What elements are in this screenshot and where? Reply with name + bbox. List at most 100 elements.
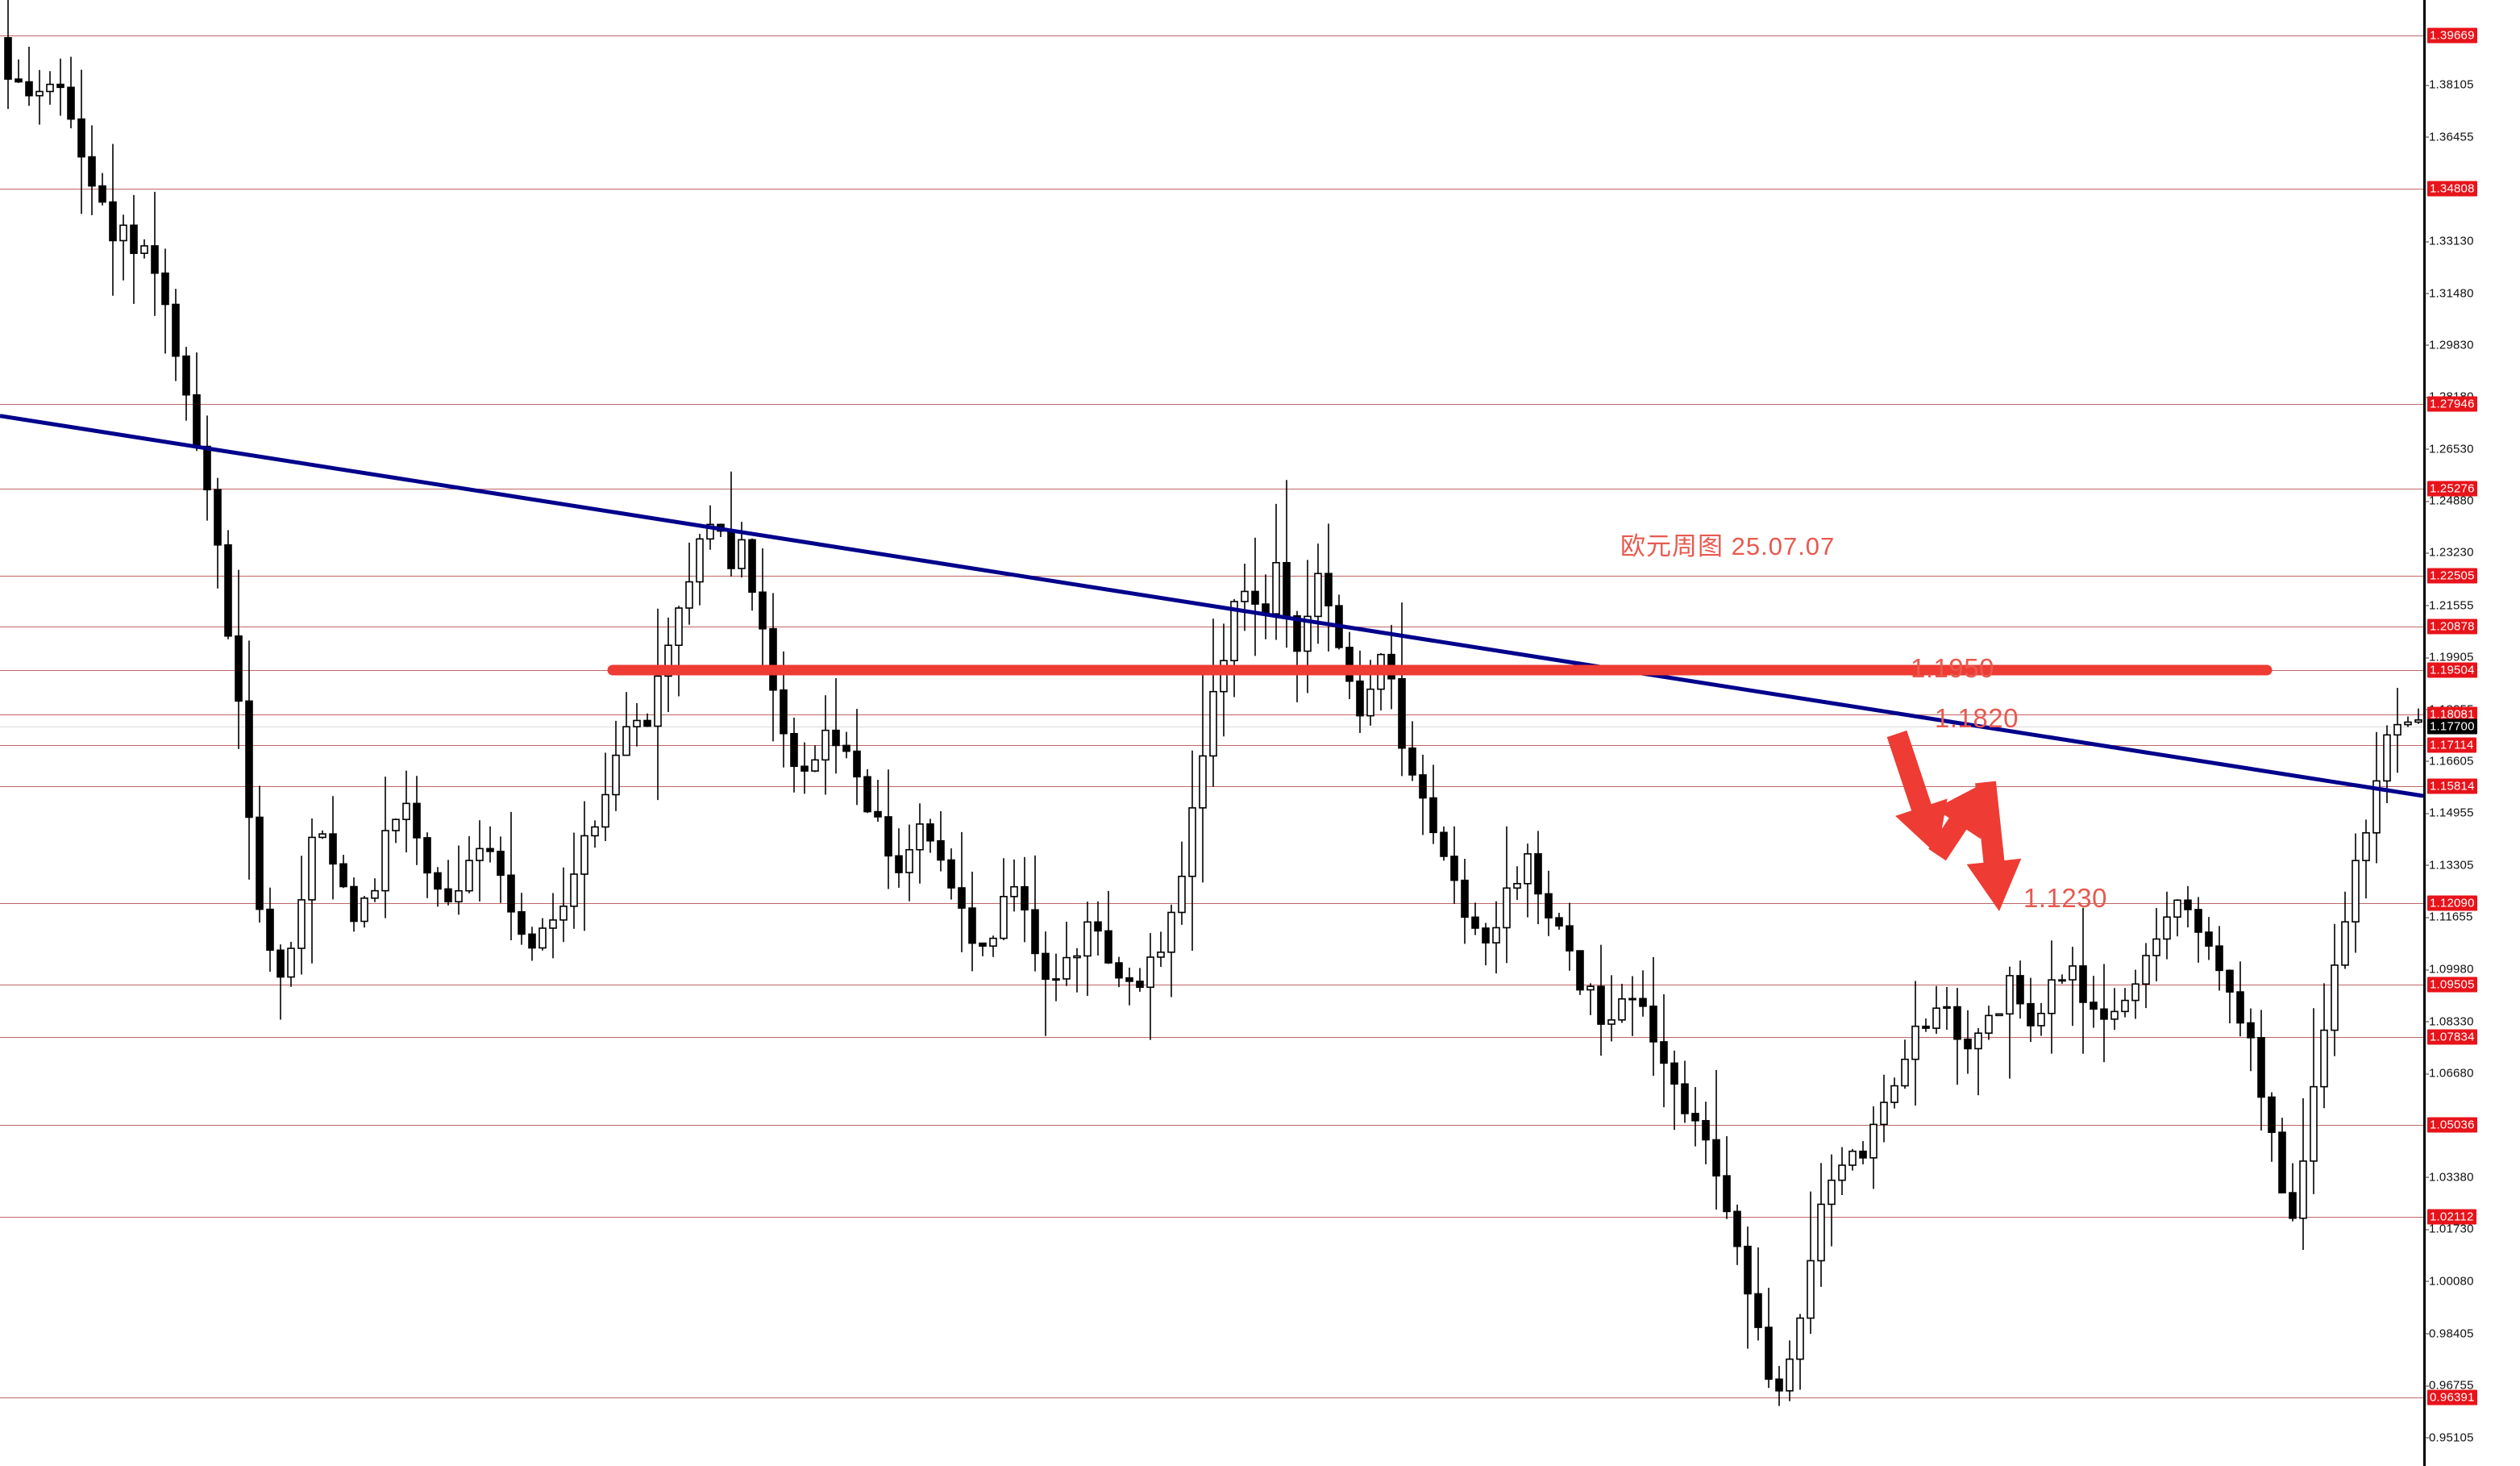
axis-price-label-1.19504[interactable]: 1.19504 xyxy=(2427,662,2477,678)
candle-body-bullish xyxy=(2310,1085,2318,1162)
candle-body-bearish xyxy=(1576,950,1584,991)
axis-price-label-1.12090[interactable]: 1.12090 xyxy=(2427,895,2477,911)
axis-price-label-1.17114[interactable]: 1.17114 xyxy=(2427,737,2476,753)
candle-body-bullish xyxy=(1901,1058,1909,1087)
axis-price-label-0.96391[interactable]: 0.96391 xyxy=(2427,1389,2477,1406)
candle-body-bullish xyxy=(2299,1160,2307,1219)
candle-body-bearish xyxy=(130,224,138,254)
candle-body-bullish xyxy=(465,860,473,892)
axis-price-label-1.17700[interactable]: 1.17700 xyxy=(2427,718,2477,735)
candlestick-series xyxy=(4,0,2422,1406)
candle-body-bearish xyxy=(2268,1096,2276,1133)
candle-body-bearish xyxy=(1293,614,1301,652)
candle-body-bearish xyxy=(1953,1006,1961,1040)
candle-body-bullish xyxy=(706,523,714,540)
candle-body-bullish xyxy=(1890,1085,1898,1103)
candle-body-bearish xyxy=(895,855,903,873)
candle-body-bearish xyxy=(1733,1210,1741,1247)
candle-body-bearish xyxy=(1566,925,1574,952)
axis-price-label-1.07834[interactable]: 1.07834 xyxy=(2427,1029,2477,1045)
candle-body-bullish xyxy=(2037,1012,2045,1027)
candle-body-bearish xyxy=(780,689,788,735)
candle-body-bearish xyxy=(77,118,85,158)
candle-body-bearish xyxy=(1471,916,1479,929)
candle-body-bullish xyxy=(360,897,368,922)
chart-plot-area[interactable]: 欧元周图 25.07.07 1.1950 1.1820 1.1230 xyxy=(0,0,2423,1466)
candle-body-bullish xyxy=(2173,899,2181,918)
price-axis[interactable]: 1.381051.364551.331301.314801.298301.281… xyxy=(2423,0,2520,1466)
candle-body-bullish xyxy=(2362,832,2370,861)
axis-tick-1.26530: 1.26530 xyxy=(2425,442,2474,456)
candle-body-bullish xyxy=(633,719,641,728)
descending-trendline[interactable] xyxy=(0,414,2423,798)
candle-body-bearish xyxy=(853,750,861,778)
gridline-1.27946 xyxy=(0,404,2423,405)
candle-body-bullish xyxy=(1628,997,1636,1001)
gridline-1.22505 xyxy=(0,576,2423,577)
candle-body-bearish xyxy=(842,744,850,752)
candle-body-bearish xyxy=(1115,962,1123,979)
candle-body-bearish xyxy=(1042,952,1050,981)
axis-tick-0.98405: 0.98405 xyxy=(2425,1326,2474,1341)
gridline-1.12090 xyxy=(0,903,2423,904)
axis-price-label-1.20878[interactable]: 1.20878 xyxy=(2427,618,2477,635)
candle-body-bullish xyxy=(297,899,306,949)
candle-body-bearish xyxy=(1555,917,1563,927)
candle-body-bullish xyxy=(601,793,609,828)
candle-body-bullish xyxy=(559,906,568,921)
axis-price-label-1.15814[interactable]: 1.15814 xyxy=(2427,778,2477,794)
candle-body-bullish xyxy=(1786,1358,1794,1392)
candle-body-bearish xyxy=(1440,831,1448,857)
candle-body-bullish xyxy=(1199,755,1207,809)
axis-tick-1.00080: 1.00080 xyxy=(2425,1274,2474,1289)
candle-body-bullish xyxy=(1241,590,1249,602)
candle-body-bearish xyxy=(1324,573,1333,606)
candle-body-bearish xyxy=(497,851,505,877)
axis-tick-1.31480: 1.31480 xyxy=(2425,286,2474,301)
candle-body-bullish xyxy=(1010,885,1018,898)
candle-body-bearish xyxy=(413,802,421,839)
candle-body-bullish xyxy=(1146,956,1154,989)
candle-body-bullish xyxy=(1083,921,1092,957)
candle-body-bearish xyxy=(1681,1083,1689,1114)
gridline-1.15814 xyxy=(0,786,2423,787)
candle-body-bearish xyxy=(926,823,934,842)
axis-price-label-1.34808[interactable]: 1.34808 xyxy=(2427,181,2477,197)
axis-price-label-1.02112[interactable]: 1.02112 xyxy=(2427,1209,2476,1225)
candle-body-bearish xyxy=(67,86,75,120)
axis-tick-1.24880: 1.24880 xyxy=(2425,494,2474,508)
candle-body-bearish xyxy=(2090,1002,2098,1010)
candle-body-bullish xyxy=(654,675,662,727)
axis-price-label-1.27946[interactable]: 1.27946 xyxy=(2427,396,2477,412)
axis-price-label-1.39669[interactable]: 1.39669 xyxy=(2427,27,2477,44)
candle-body-bearish xyxy=(968,907,976,944)
candle-body-bearish xyxy=(88,156,96,187)
candle-body-bullish xyxy=(1230,601,1238,662)
axis-price-label-1.18081[interactable]: 1.18081 xyxy=(2427,706,2477,723)
candle-body-bearish xyxy=(759,591,767,630)
forecast-arrow-path[interactable] xyxy=(1886,730,2022,911)
candle-body-bearish xyxy=(1104,930,1112,964)
candle-body-bullish xyxy=(1167,911,1175,953)
candle-body-bearish xyxy=(245,700,253,818)
candle-body-bullish xyxy=(905,848,913,873)
candle-body-bullish xyxy=(1492,927,1500,944)
candle-body-bullish xyxy=(2048,979,2056,1014)
candle-body-bullish xyxy=(308,836,316,901)
candle-body-bearish xyxy=(161,272,169,306)
axis-price-label-1.25276[interactable]: 1.25276 xyxy=(2427,481,2477,497)
candle-body-bearish xyxy=(2289,1192,2297,1219)
candle-body-bearish xyxy=(4,37,12,80)
axis-price-label-1.09505[interactable]: 1.09505 xyxy=(2427,977,2477,993)
axis-price-label-1.22505[interactable]: 1.22505 xyxy=(2427,568,2477,584)
axis-tick-1.21555: 1.21555 xyxy=(2425,598,2474,613)
candle-body-bullish xyxy=(821,729,830,761)
axis-price-label-1.05036[interactable]: 1.05036 xyxy=(2427,1117,2477,1133)
candle-body-bullish xyxy=(1974,1032,1982,1050)
candle-body-bearish xyxy=(1702,1119,1710,1141)
candle-body-bullish xyxy=(1062,956,1071,980)
candle-body-bearish xyxy=(1356,680,1364,717)
candle-body-bullish xyxy=(622,726,630,756)
candle-body-bearish xyxy=(1712,1139,1720,1177)
candle-body-bullish xyxy=(591,826,599,837)
